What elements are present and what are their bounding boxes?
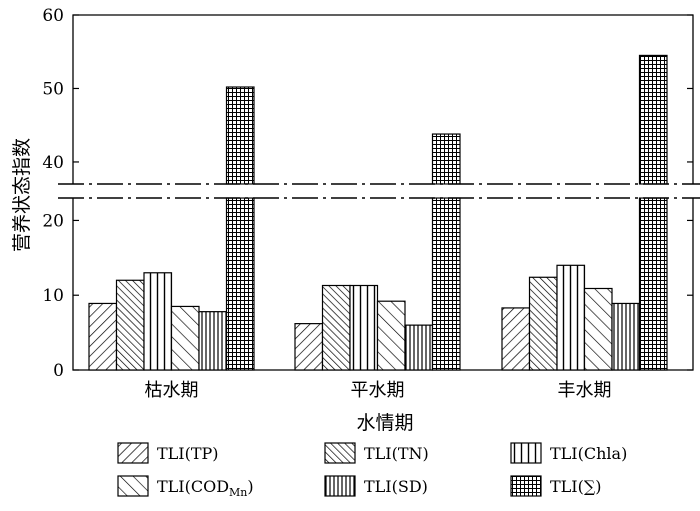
x-tick-label: 丰水期 xyxy=(558,380,612,401)
bar xyxy=(170,305,200,371)
bar xyxy=(638,197,668,371)
y-tick-labels: 0 10 20 40 50 60 xyxy=(42,6,693,381)
y-tick-label: 20 xyxy=(42,211,64,231)
bar xyxy=(294,323,324,371)
legend: TLI(TP) TLI(TN) TLI(Chla) TLI(CODMn) TLI(SD)… xyxy=(117,442,627,499)
legend-label: TLI(CODMn) xyxy=(157,477,254,499)
x-tick-label: 平水期 xyxy=(351,380,405,401)
legend-label: TLI(SD) xyxy=(364,477,428,496)
bar xyxy=(321,284,351,371)
bar xyxy=(404,324,434,371)
y-tick-label: 10 xyxy=(42,286,64,306)
bar-upper xyxy=(431,133,461,185)
legend-swatch xyxy=(510,475,542,497)
bar xyxy=(431,197,461,371)
x-tick-labels: 枯水期 平水期 丰水期 xyxy=(145,380,612,401)
legend-swatch xyxy=(117,442,149,464)
bar xyxy=(583,287,613,371)
bar xyxy=(143,272,173,371)
legend-swatch xyxy=(117,475,149,497)
bar xyxy=(349,284,379,371)
bar xyxy=(556,264,586,371)
y-tick-label: 40 xyxy=(42,153,64,173)
legend-label: TLI(TP) xyxy=(157,444,219,463)
y-tick-label: 50 xyxy=(42,79,64,99)
bar xyxy=(225,197,255,371)
axis-break xyxy=(0,183,700,199)
bar xyxy=(376,300,406,371)
x-axis-title: 水情期 xyxy=(356,412,413,434)
bar xyxy=(115,279,145,371)
legend-swatch xyxy=(324,442,356,464)
legend-swatch xyxy=(324,475,356,497)
bar xyxy=(611,302,641,371)
break-gap xyxy=(0,184,700,198)
legend-label: TLI(∑) xyxy=(550,477,602,496)
legend-swatch xyxy=(510,442,542,464)
y-tick-label: 0 xyxy=(53,361,64,381)
legend-label: TLI(Chla) xyxy=(550,444,627,463)
upper-frame xyxy=(72,14,694,184)
y-tick-label: 60 xyxy=(42,6,64,26)
y-axis-title: 营养状态指数 xyxy=(11,138,33,252)
bar xyxy=(198,311,228,371)
bar-upper xyxy=(225,86,255,185)
bar xyxy=(528,276,558,371)
x-tick-label: 枯水期 xyxy=(145,380,199,401)
bar xyxy=(501,307,531,371)
bar-upper xyxy=(638,54,668,185)
legend-label: TLI(TN) xyxy=(364,444,429,463)
bars-layer xyxy=(88,54,668,371)
bar xyxy=(88,302,118,371)
